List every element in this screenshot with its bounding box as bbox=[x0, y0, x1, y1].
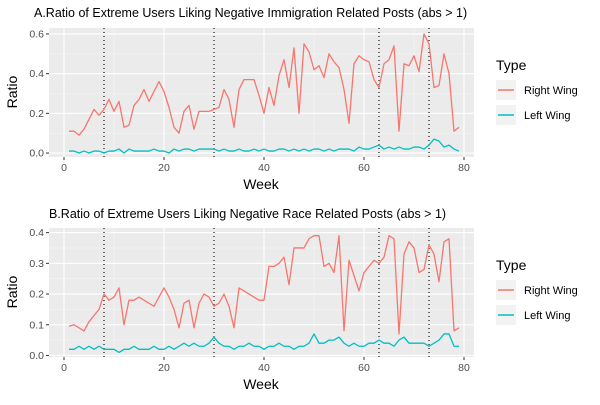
panel-a-x-tick-label: 80 bbox=[458, 162, 470, 174]
panel-a-y-tick-label: 0.2 bbox=[29, 108, 44, 120]
panel-b-y-tick-label: 0.4 bbox=[29, 227, 44, 239]
panel-b-plot-background bbox=[49, 228, 474, 357]
panel-a-x-tick-label: 0 bbox=[61, 162, 67, 174]
panel-b-x-tick-label: 40 bbox=[258, 362, 270, 374]
panel-a-y-tick-label: 0.4 bbox=[29, 68, 44, 80]
panel-b-legend-label-right-wing: Right Wing bbox=[524, 285, 578, 297]
panel-a-y-axis-title: Ratio bbox=[4, 75, 20, 108]
panel-b-event-lines bbox=[103, 228, 430, 357]
panel-a-legend-key-left-wing bbox=[496, 105, 516, 125]
panel-b-x-tick-label: 0 bbox=[61, 362, 67, 374]
panel-b-legend-label-left-wing: Left Wing bbox=[524, 310, 570, 322]
panel-a-legend-key-right-wing bbox=[496, 80, 516, 100]
panel-a-x-tick-label: 40 bbox=[258, 162, 270, 174]
panel-a-plot-background bbox=[49, 28, 474, 157]
panel-b-legend-key-left-wing bbox=[496, 305, 516, 325]
panel-b-y-tick-label: 0.3 bbox=[29, 258, 44, 270]
panel-b-y-axis-title: Ratio bbox=[4, 275, 20, 308]
panel-a-legend-title: Type bbox=[496, 57, 527, 73]
panel-a-event-lines bbox=[103, 28, 430, 157]
panel-a: A.Ratio of Extreme Users Liking Negative… bbox=[4, 6, 578, 192]
panel-a-title: A.Ratio of Extreme Users Liking Negative… bbox=[34, 6, 467, 20]
panel-b-title: B.Ratio of Extreme Users Liking Negative… bbox=[49, 207, 446, 221]
panel-a-y-tick-label: 0.0 bbox=[29, 148, 44, 160]
panel-a-series-line-right-wing bbox=[69, 33, 460, 136]
panel-b-x-axis: 0 20 40 60 80 bbox=[61, 357, 470, 374]
panel-b-x-axis-title: Week bbox=[243, 376, 280, 392]
panel-b-series bbox=[68, 235, 460, 354]
panel-b-y-axis: 0.0 0.1 0.2 0.3 0.4 bbox=[29, 227, 49, 362]
panel-a-grid bbox=[49, 28, 474, 157]
panel-b-series-line-left-wing bbox=[69, 333, 459, 354]
panel-a-legend: Type Right Wing Left Wing bbox=[496, 57, 578, 125]
panel-a-legend-label-left-wing: Left Wing bbox=[524, 110, 570, 122]
panel-a-legend-label-right-wing: Right Wing bbox=[524, 85, 578, 97]
panel-b-legend: Type Right Wing Left Wing bbox=[496, 257, 578, 325]
panel-a-series bbox=[69, 33, 460, 154]
panel-b-series-line-right-wing bbox=[68, 235, 460, 335]
panel-b-legend-key-right-wing bbox=[496, 280, 516, 300]
panel-b-x-tick-label: 80 bbox=[458, 362, 470, 374]
panel-a-series-line-left-wing bbox=[69, 138, 460, 154]
panel-a-x-tick-label: 20 bbox=[158, 162, 170, 174]
panel-a-x-tick-label: 60 bbox=[358, 162, 370, 174]
panel-a-x-axis-title: Week bbox=[243, 176, 280, 192]
panel-b: B.Ratio of Extreme Users Liking Negative… bbox=[4, 207, 578, 392]
panel-b-x-tick-label: 20 bbox=[158, 362, 170, 374]
panel-a-x-axis: 0 20 40 60 80 bbox=[61, 157, 470, 174]
panel-b-x-tick-label: 60 bbox=[358, 362, 370, 374]
panel-b-y-tick-label: 0.1 bbox=[29, 319, 44, 331]
panel-b-y-tick-label: 0.0 bbox=[29, 350, 44, 362]
panel-b-y-tick-label: 0.2 bbox=[29, 289, 44, 301]
panel-a-y-axis: 0.0 0.2 0.4 0.6 bbox=[29, 28, 49, 160]
panel-b-legend-title: Type bbox=[496, 257, 527, 273]
panel-a-y-tick-label: 0.6 bbox=[29, 28, 44, 40]
